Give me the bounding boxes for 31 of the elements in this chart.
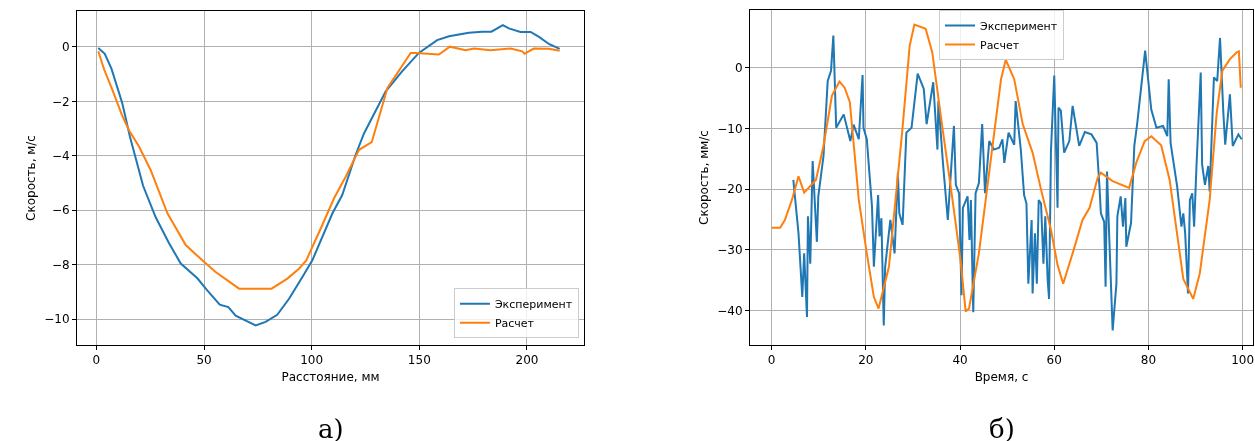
y-axis-title: Скорость, м/с	[23, 135, 38, 221]
y-tick-label: −30	[717, 242, 743, 257]
x-tick-label: 100	[1231, 353, 1255, 368]
legend-label: Расчет	[980, 38, 1020, 52]
line-series	[97, 45, 561, 290]
y-tick-label: 0	[61, 40, 70, 55]
y-tick-label: −2	[51, 94, 70, 109]
x-tick-label: 200	[515, 353, 539, 368]
y-axis-title: Скорость, мм/с	[696, 130, 711, 225]
y-tick-label: −4	[51, 149, 70, 164]
x-tick-label: 100	[300, 353, 324, 368]
x-tick-label: 60	[1046, 353, 1062, 368]
x-tick-label: 0	[92, 353, 101, 368]
y-tick-label: −20	[717, 182, 743, 197]
x-axis-title: Расстояние, мм	[281, 370, 380, 385]
x-tick-label: 40	[952, 353, 968, 368]
x-tick-label: 150	[407, 353, 431, 368]
y-tick-label: −10	[44, 312, 70, 327]
x-axis-title: Время, с	[974, 370, 1029, 385]
x-tick-label: 0	[767, 353, 776, 368]
legend-label: Эксперимент	[980, 19, 1058, 33]
x-tick-label: 80	[1140, 353, 1157, 368]
y-tick-label: −6	[51, 203, 70, 218]
legend-label: Эксперимент	[494, 298, 573, 312]
x-tick-label: 50	[196, 353, 212, 368]
legend-label: Расчет	[494, 317, 535, 331]
y-tick-label: 0	[734, 60, 743, 75]
y-tick-label: −8	[51, 257, 70, 272]
x-tick-label: 20	[858, 353, 874, 368]
y-tick-label: −40	[717, 303, 743, 318]
y-tick-label: −10	[717, 121, 743, 136]
